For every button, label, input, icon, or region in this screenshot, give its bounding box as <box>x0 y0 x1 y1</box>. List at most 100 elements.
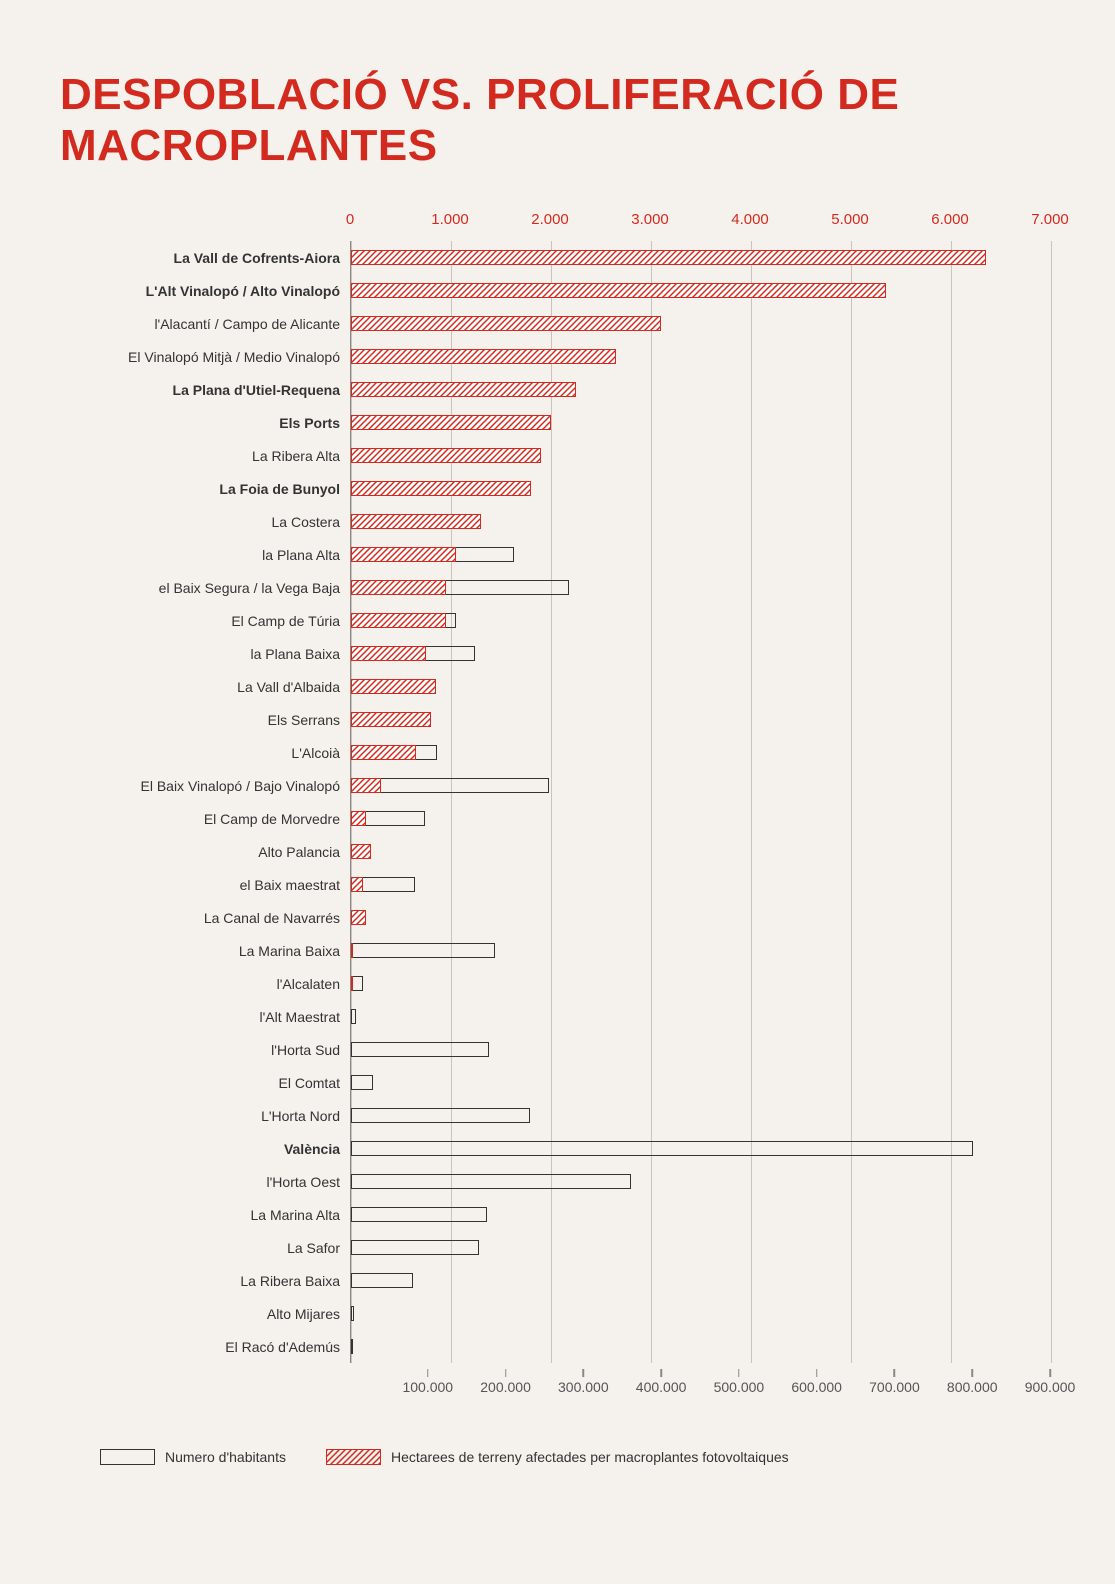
chart-row: L'Alt Vinalopó / Alto Vinalopó <box>351 274 1050 307</box>
row-label: Els Ports <box>279 415 340 431</box>
row-label: La Foia de Bunyol <box>219 481 340 497</box>
top-tick: 3.000 <box>631 211 669 228</box>
chart-row: l'Horta Oest <box>351 1165 1050 1198</box>
row-label: El Camp de Túria <box>231 613 340 629</box>
bar-population <box>351 1339 353 1354</box>
bottom-tick-mark <box>1049 1369 1051 1377</box>
row-label: Els Serrans <box>268 712 340 728</box>
chart-row: la Plana Alta <box>351 538 1050 571</box>
row-label: El Camp de Morvedre <box>204 811 340 827</box>
bar-population <box>351 1306 354 1321</box>
chart-row: L'Alcoià <box>351 736 1050 769</box>
top-tick: 7.000 <box>1031 211 1069 228</box>
legend-swatch-population <box>100 1449 155 1465</box>
row-label: l'Alt Maestrat <box>260 1009 340 1025</box>
bar-hectares <box>351 745 416 760</box>
bottom-tick-mark <box>816 1369 818 1377</box>
chart-row: Els Serrans <box>351 703 1050 736</box>
bar-hectares <box>351 349 616 364</box>
bottom-tick: 900.000 <box>1025 1379 1076 1395</box>
bar-hectares <box>351 547 456 562</box>
bottom-tick: 400.000 <box>636 1379 687 1395</box>
bar-hectares <box>351 415 551 430</box>
chart-row: El Camp de Morvedre <box>351 802 1050 835</box>
bar-population <box>351 1174 631 1189</box>
row-label: La Ribera Baixa <box>240 1273 340 1289</box>
hatch-icon <box>327 1450 380 1464</box>
top-tick: 0 <box>346 211 354 228</box>
bar-population <box>351 1042 489 1057</box>
chart-row: La Plana d'Utiel-Requena <box>351 373 1050 406</box>
row-label: La Marina Alta <box>251 1207 341 1223</box>
chart-row: La Marina Alta <box>351 1198 1050 1231</box>
chart-row: el Baix maestrat <box>351 868 1050 901</box>
bottom-tick-mark <box>894 1369 896 1377</box>
legend-label-population: Numero d'habitants <box>165 1449 286 1465</box>
row-label: El Comtat <box>279 1075 340 1091</box>
row-label: El Racó d'Ademús <box>225 1339 340 1355</box>
row-label: El Vinalopó Mitjà / Medio Vinalopó <box>128 349 340 365</box>
chart-row: l'Horta Sud <box>351 1033 1050 1066</box>
bottom-tick: 100.000 <box>402 1379 453 1395</box>
row-label: València <box>284 1141 340 1157</box>
bar-hectares <box>351 976 353 991</box>
row-label: el Baix maestrat <box>240 877 340 893</box>
top-tick: 6.000 <box>931 211 969 228</box>
bottom-axis: 100.000200.000300.000400.000500.000600.0… <box>350 1369 1050 1399</box>
bar-hectares <box>351 844 371 859</box>
bottom-tick-mark <box>660 1369 662 1377</box>
top-tick: 5.000 <box>831 211 869 228</box>
bar-hectares <box>351 316 661 331</box>
chart-row: El Baix Vinalopó / Bajo Vinalopó <box>351 769 1050 802</box>
bar-hectares <box>351 778 381 793</box>
bottom-tick-mark <box>583 1369 585 1377</box>
bottom-tick-mark <box>505 1369 507 1377</box>
chart-row: Els Ports <box>351 406 1050 439</box>
chart-row: Alto Palancia <box>351 835 1050 868</box>
bottom-tick-mark <box>427 1369 429 1377</box>
bar-hectares <box>351 811 366 826</box>
row-label: La Plana d'Utiel-Requena <box>173 382 340 398</box>
bar-population <box>351 1240 479 1255</box>
bottom-tick: 600.000 <box>791 1379 842 1395</box>
bar-hectares <box>351 250 986 265</box>
bar-hectares <box>351 646 426 661</box>
chart-row: El Camp de Túria <box>351 604 1050 637</box>
row-label: La Costera <box>272 514 340 530</box>
page-title: DESPOBLACIÓ VS. PROLIFERACIÓ DE MACROPLA… <box>60 70 1055 171</box>
chart-row: La Ribera Alta <box>351 439 1050 472</box>
row-label: l'Alcalaten <box>277 976 340 992</box>
grid-line <box>1051 241 1052 1363</box>
bottom-tick: 200.000 <box>480 1379 531 1395</box>
chart-row: La Vall de Cofrents-Aiora <box>351 241 1050 274</box>
row-label: El Baix Vinalopó / Bajo Vinalopó <box>140 778 340 794</box>
chart-row: el Baix Segura / la Vega Baja <box>351 571 1050 604</box>
chart-row: La Vall d'Albaida <box>351 670 1050 703</box>
chart-row: El Vinalopó Mitjà / Medio Vinalopó <box>351 340 1050 373</box>
row-label: L'Horta Nord <box>261 1108 340 1124</box>
row-label: La Marina Baixa <box>239 943 340 959</box>
chart-row: Alto Mijares <box>351 1297 1050 1330</box>
legend-item-hectares: Hectarees de terreny afectades per macro… <box>326 1449 789 1465</box>
top-axis: 01.0002.0003.0004.0005.0006.0007.000 <box>350 211 1050 241</box>
row-label: Alto Mijares <box>267 1306 340 1322</box>
page: DESPOBLACIÓ VS. PROLIFERACIÓ DE MACROPLA… <box>0 0 1115 1584</box>
top-tick: 1.000 <box>431 211 469 228</box>
row-label: La Ribera Alta <box>252 448 340 464</box>
row-label: L'Alt Vinalopó / Alto Vinalopó <box>146 283 340 299</box>
chart-row: La Marina Baixa <box>351 934 1050 967</box>
bar-hectares <box>351 481 531 496</box>
bottom-tick-mark <box>971 1369 973 1377</box>
chart-row: La Ribera Baixa <box>351 1264 1050 1297</box>
chart-row: La Canal de Navarrés <box>351 901 1050 934</box>
bottom-tick: 300.000 <box>558 1379 609 1395</box>
row-label: La Vall de Cofrents-Aiora <box>174 250 340 266</box>
legend-label-hectares: Hectarees de terreny afectades per macro… <box>391 1449 789 1465</box>
chart-row: El Comtat <box>351 1066 1050 1099</box>
chart-row: La Foia de Bunyol <box>351 472 1050 505</box>
bar-hectares <box>351 613 446 628</box>
top-tick: 4.000 <box>731 211 769 228</box>
bar-hectares <box>351 943 353 958</box>
row-label: la Plana Baixa <box>250 646 340 662</box>
bar-hectares <box>351 580 446 595</box>
